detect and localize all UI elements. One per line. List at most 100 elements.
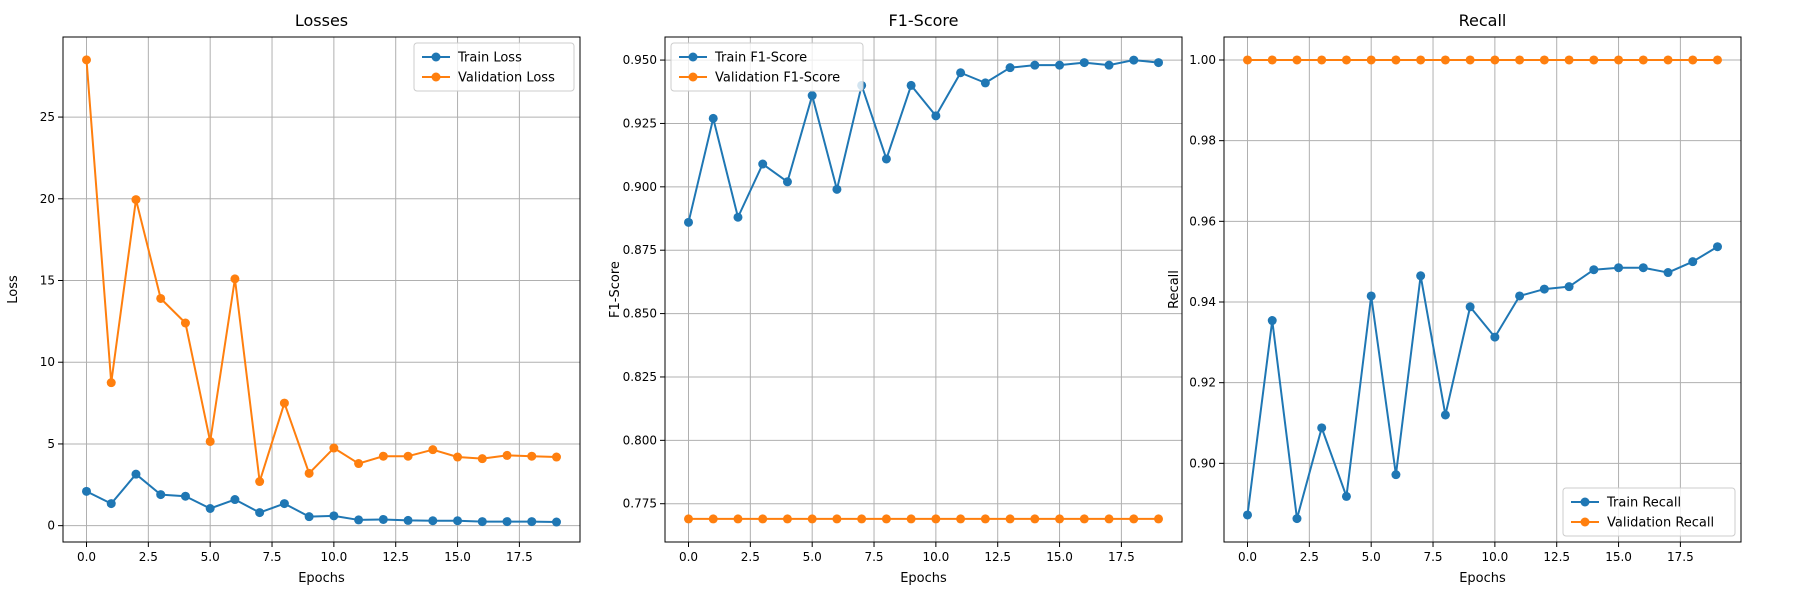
y-tick-label: 0.950 — [623, 53, 657, 67]
y-tick-label: 0.900 — [623, 180, 657, 194]
train-f1-score-point — [1079, 58, 1089, 68]
legend-marker — [1580, 497, 1590, 507]
train-loss-point — [552, 517, 561, 527]
validation-loss-point — [82, 55, 91, 65]
train-loss-point — [378, 514, 388, 524]
legend-label: Validation Loss — [458, 71, 555, 86]
x-tick-label: 12.5 — [382, 550, 409, 564]
plot-frame — [62, 36, 581, 543]
x-axis-label: Epochs — [298, 571, 345, 586]
x-tick-label: 12.5 — [984, 550, 1011, 564]
legend-marker — [1580, 517, 1590, 527]
y-tick-label: 0.90 — [1189, 456, 1216, 470]
legend: Train F1-Score Validation F1-Score — [670, 42, 864, 92]
validation-loss-line — [85, 59, 557, 483]
legend-item: Train Recall — [1571, 496, 1681, 511]
validation-f1-score-point — [857, 514, 867, 524]
train-recall-point — [1366, 291, 1376, 301]
x-tick-label: 5.0 — [803, 550, 822, 564]
train-f1-score-point — [807, 91, 817, 101]
x-tick-label: 12.5 — [1543, 550, 1570, 564]
validation-recall-point — [1614, 55, 1624, 65]
train-f1-score-point — [1154, 58, 1163, 68]
y-tick-label: 0.94 — [1189, 295, 1216, 309]
validation-loss-point — [527, 451, 537, 461]
train-loss-point — [477, 517, 487, 527]
legend-item: Train Loss — [422, 51, 522, 66]
train-f1-score-point — [1104, 60, 1114, 70]
validation-loss-point — [378, 451, 388, 461]
train-recall-point — [1440, 410, 1450, 420]
legend-box — [413, 42, 575, 92]
y-tick-label: 0.875 — [623, 243, 657, 257]
x-tick-label: 7.5 — [262, 550, 281, 564]
validation-f1-score-point — [881, 514, 891, 524]
x-tick-label: 15.0 — [444, 550, 471, 564]
train-recall-point — [1490, 332, 1500, 342]
x-tick-label: 10.0 — [1482, 550, 1509, 564]
validation-f1-score-point — [931, 514, 941, 524]
train-f1-score-point — [1005, 63, 1015, 73]
legend-marker — [431, 52, 441, 62]
validation-f1-score-point — [980, 514, 990, 524]
chart-title: F1-Score — [889, 11, 959, 30]
train-f1-score-point — [980, 78, 990, 88]
train-loss-point — [106, 499, 116, 509]
train-f1-score-point — [684, 217, 693, 227]
x-tick-label: 0.0 — [679, 550, 698, 564]
train-loss-point — [279, 499, 289, 509]
validation-loss-point — [180, 318, 190, 328]
train-recall-point — [1341, 491, 1351, 501]
train-f1-score-point — [832, 184, 842, 194]
validation-recall-point — [1564, 55, 1574, 65]
x-tick-label: 15.0 — [1046, 550, 1073, 564]
validation-recall-point — [1366, 55, 1376, 65]
x-tick-label: 15.0 — [1605, 550, 1632, 564]
x-tick-label: 17.5 — [1108, 550, 1135, 564]
validation-f1-score-point — [1104, 514, 1114, 524]
x-tick-label: 10.0 — [923, 550, 950, 564]
train-recall-point — [1564, 282, 1574, 292]
train-f1-score-point — [1129, 55, 1139, 65]
train-loss-line — [86, 473, 557, 524]
validation-loss-point — [205, 436, 215, 446]
train-loss-point — [527, 517, 537, 527]
train-recall-point — [1267, 316, 1277, 326]
x-tick-label: 17.5 — [1667, 550, 1694, 564]
x-tick-label: 2.5 — [741, 550, 760, 564]
validation-loss-point — [279, 398, 289, 408]
validation-recall-point — [1267, 55, 1277, 65]
x-tick-label: 0.0 — [77, 550, 96, 564]
legend-item: Train F1-Score — [679, 51, 807, 66]
validation-recall-point — [1713, 55, 1722, 65]
train-loss-point — [502, 517, 512, 527]
y-tick-label: 15 — [40, 274, 55, 288]
x-tick-label: 2.5 — [1300, 550, 1319, 564]
chart-title: Recall — [1459, 11, 1507, 30]
train-f1-score-point — [758, 159, 768, 169]
train-loss-point — [230, 495, 240, 505]
validation-f1-score-point — [1154, 514, 1163, 524]
y-tick-label: 25 — [40, 110, 55, 124]
y-tick-label: 20 — [40, 192, 55, 206]
legend-box — [1562, 487, 1736, 537]
y-tick-label: 0.800 — [623, 433, 657, 447]
validation-recall-point — [1638, 55, 1648, 65]
legend-marker — [688, 72, 698, 82]
legend-label: Validation Recall — [1607, 516, 1714, 531]
train-f1-score-point — [1030, 60, 1040, 70]
validation-recall-point — [1391, 55, 1401, 65]
validation-loss-point — [106, 378, 116, 388]
train-loss-point — [156, 490, 166, 500]
validation-recall-series — [1243, 55, 1722, 65]
train-loss-point — [354, 515, 364, 525]
train-f1-score-point — [782, 177, 792, 187]
train-recall-point — [1243, 510, 1252, 520]
y-axis-label: Recall — [1167, 270, 1182, 309]
train-loss-point — [255, 508, 265, 518]
train-recall-point — [1416, 271, 1426, 281]
train-loss-point — [304, 512, 314, 522]
train-f1-score-point — [956, 68, 966, 78]
validation-loss-point — [477, 454, 487, 464]
